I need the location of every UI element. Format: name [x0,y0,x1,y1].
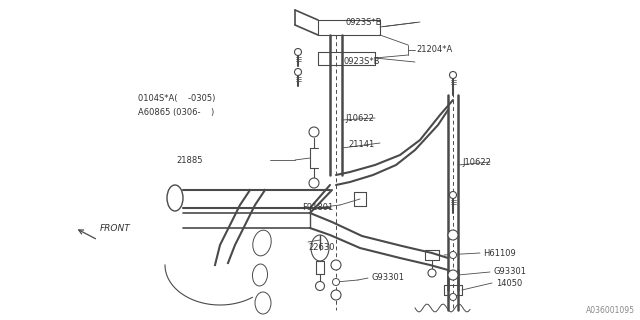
Text: 22630: 22630 [308,243,335,252]
Ellipse shape [167,185,183,211]
Text: J10622: J10622 [462,157,491,166]
Ellipse shape [252,264,268,286]
Text: FRONT: FRONT [100,223,131,233]
Text: 0923S*B: 0923S*B [346,18,383,27]
Circle shape [428,269,436,277]
Circle shape [331,290,341,300]
Circle shape [309,178,319,188]
Ellipse shape [253,230,271,256]
Circle shape [294,49,301,55]
Text: G93301: G93301 [494,268,527,276]
Circle shape [449,191,456,198]
Text: 0923S*B: 0923S*B [343,57,380,66]
Circle shape [449,252,456,259]
Text: 21885: 21885 [176,156,202,164]
Text: H61109: H61109 [483,249,516,258]
Circle shape [331,260,341,270]
Text: A60865 (0306-    ): A60865 (0306- ) [138,108,214,116]
Text: J10622: J10622 [345,114,374,123]
Circle shape [309,127,319,137]
Circle shape [449,71,456,78]
Circle shape [448,230,458,240]
Text: G93301: G93301 [372,274,405,283]
Text: F91801: F91801 [302,203,333,212]
Text: 21204*A: 21204*A [416,44,452,53]
Circle shape [294,68,301,76]
Ellipse shape [255,292,271,314]
Text: A036001095: A036001095 [586,306,635,315]
Text: 14050: 14050 [496,278,522,287]
Ellipse shape [311,235,329,261]
Text: 21141: 21141 [348,140,374,148]
Text: 0104S*A(    -0305): 0104S*A( -0305) [138,93,216,102]
Circle shape [316,282,324,291]
Circle shape [449,293,456,300]
Circle shape [448,270,458,280]
Circle shape [333,278,339,285]
